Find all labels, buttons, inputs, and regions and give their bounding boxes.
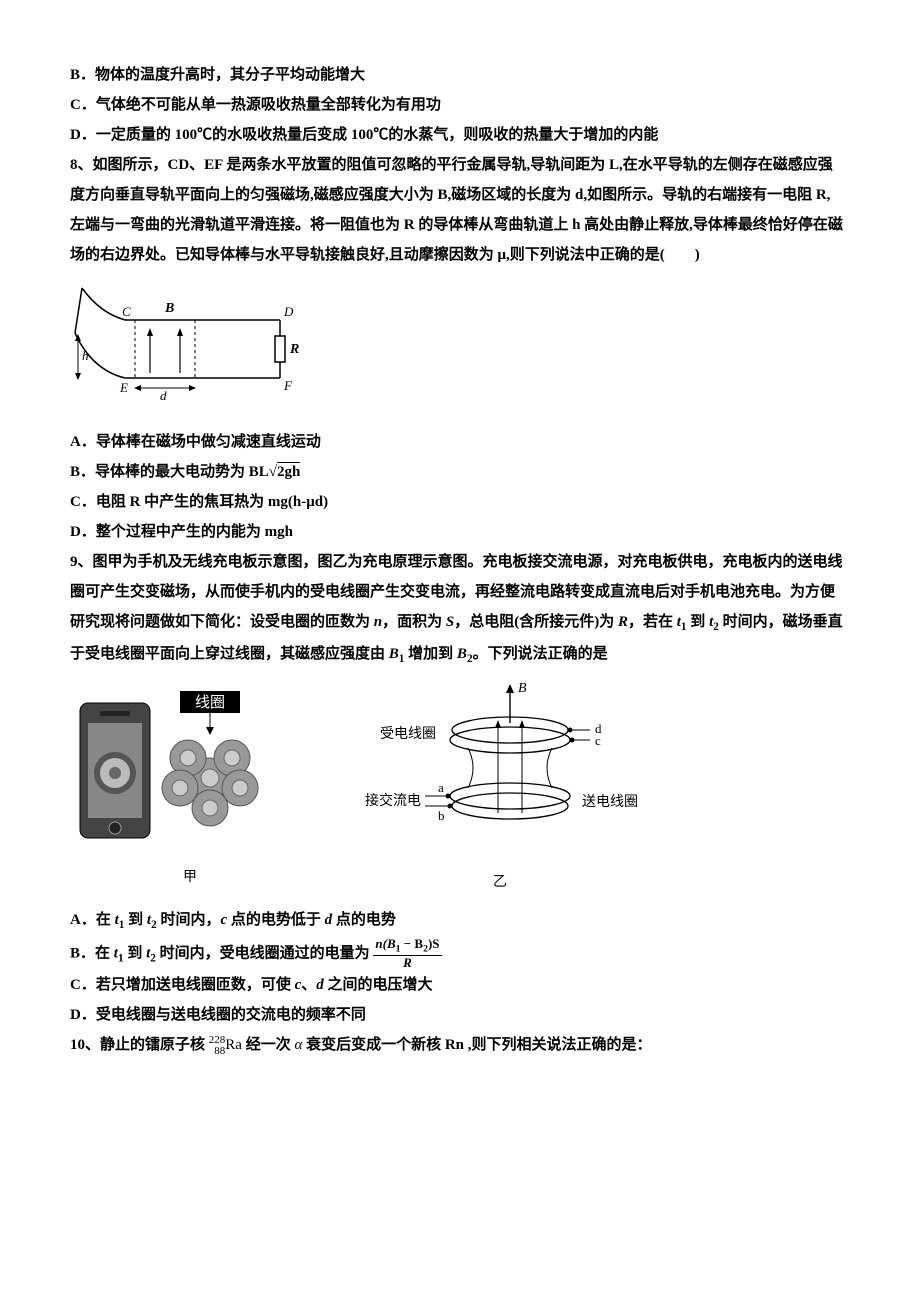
- q9-caption-a: 甲: [70, 864, 310, 892]
- q9-figures: 线圈: [70, 678, 850, 897]
- q9-stem-2: 圈可产生交变磁场，从而使手机内的受电线圈产生交变电流，再经整流电路转变成直流电后…: [70, 577, 850, 607]
- q8-stem-4: 场的右边界处。已知导体棒与水平导轨接触良好,且动摩擦因数为 μ,则下列说法中正确…: [70, 240, 850, 270]
- svg-text:C: C: [122, 304, 131, 319]
- q8-option-b: B．导体棒的最大电动势为 BL√2gh: [70, 457, 850, 487]
- svg-text:b: b: [438, 808, 445, 823]
- q8-stem-2: 度方向垂直导轨平面向上的匀强磁场,磁感应强度大小为 B,磁场区域的长度为 d,如…: [70, 180, 850, 210]
- svg-text:R: R: [289, 342, 299, 357]
- svg-text:a: a: [438, 780, 444, 795]
- q8-stem-3: 左端与一弯曲的光滑轨道平滑连接。将一阻值也为 R 的导体棒从弯曲轨道上 h 高处…: [70, 210, 850, 240]
- q9-stem-1: 9、图甲为手机及无线充电板示意图，图乙为充电原理示意图。充电板接交流电源，对充电…: [70, 547, 850, 577]
- q9-optb-fraction: n(B1 − B2)S R: [373, 937, 441, 971]
- svg-text:E: E: [119, 380, 128, 395]
- svg-text:D: D: [283, 304, 294, 319]
- q9-option-a: A．在 t1 到 t2 时间内，c 点的电势低于 d 点的电势: [70, 905, 850, 937]
- q9-option-c: C．若只增加送电线圈匝数，可使 c、d 之间的电压增大: [70, 970, 850, 1000]
- q7-option-b: B．物体的温度升高时，其分子平均动能增大: [70, 60, 850, 90]
- q7-option-d: D．一定质量的 100℃的水吸收热量后变成 100℃的水蒸气，则吸收的热量大于增…: [70, 120, 850, 150]
- q9-stem-4: 于受电线圈平面向上穿过线圈，其磁感应强度由 B1 增加到 B2。下列说法正确的是: [70, 639, 850, 671]
- q8-optb-radicand: 2gh: [277, 462, 300, 480]
- svg-text:B: B: [164, 301, 174, 316]
- svg-text:线圈: 线圈: [195, 694, 225, 711]
- q10-stem: 10、静止的镭原子核 228 88Ra 经一次 α 衰变后变成一个新核 Rn ,…: [70, 1030, 850, 1060]
- q9-stem-3: 研究现将问题做如下简化：设受电圈的匝数为 n，面积为 S，总电阻(含所接元件)为…: [70, 607, 850, 639]
- q8-option-a: A．导体棒在磁场中做匀减速直线运动: [70, 427, 850, 457]
- q9-caption-b: 乙: [350, 869, 650, 897]
- q8-option-c: C．电阻 R 中产生的焦耳热为 mg(h-μd): [70, 487, 850, 517]
- q9-figure-jia: 线圈: [70, 683, 310, 892]
- svg-text:接交流电: 接交流电: [365, 792, 421, 809]
- q8-optb-prefix: B．导体棒的最大电动势为 BL: [70, 464, 269, 480]
- q8-figure: B C D E F R h d: [70, 278, 850, 419]
- q8-option-d: D．整个过程中产生的内能为 mgh: [70, 517, 850, 547]
- q8-stem-1: 8、如图所示，CD、EF 是两条水平放置的阻值可忽略的平行金属导轨,导轨间距为 …: [70, 150, 850, 180]
- svg-text:h: h: [82, 348, 89, 363]
- svg-text:F: F: [283, 378, 293, 393]
- q9-option-d: D．受电线圈与送电线圈的交流电的频率不同: [70, 1000, 850, 1030]
- svg-text:送电线圈: 送电线圈: [582, 794, 638, 810]
- q7-option-c: C．气体绝不可能从单一热源吸收热量全部转化为有用功: [70, 90, 850, 120]
- svg-text:c: c: [595, 733, 601, 748]
- svg-text:B: B: [518, 681, 527, 696]
- q9-figure-yi: B d c: [350, 678, 650, 897]
- q9-option-b: B．在 t1 到 t2 时间内，受电线圈通过的电量为 n(B1 − B2)S R: [70, 937, 850, 971]
- svg-text:d: d: [160, 388, 167, 403]
- svg-text:受电线圈: 受电线圈: [380, 726, 436, 742]
